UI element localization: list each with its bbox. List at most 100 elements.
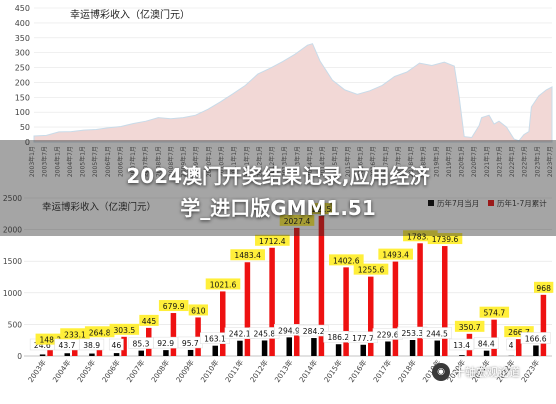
bar-cumulative xyxy=(442,246,448,356)
bar-cumulative xyxy=(245,262,251,356)
data-label: 4 xyxy=(509,341,514,350)
watermark-text: 十轴宏观论道 xyxy=(454,364,520,380)
bar-monthly xyxy=(459,355,465,356)
data-label: 186.2 xyxy=(327,333,349,342)
bottom-x-tick-label: 2014年 xyxy=(297,358,319,384)
data-label: 610 xyxy=(191,306,206,315)
bottom-x-tick-label: 2023年 xyxy=(519,358,541,384)
data-label: 679.9 xyxy=(163,302,185,311)
bottom-x-tick-label: 2004年 xyxy=(51,358,73,384)
bottom-y-tick-label: 0 xyxy=(17,352,22,361)
bottom-x-tick-label: 2010年 xyxy=(199,358,221,384)
top-y-tick-label: 150 xyxy=(15,93,30,102)
bottom-x-tick-label: 2009年 xyxy=(174,358,196,384)
top-chart-title: 幸运博彩收入（亿澳门元） xyxy=(70,8,190,21)
bottom-x-tick-label: 2016年 xyxy=(347,358,369,384)
data-label: 46 xyxy=(111,341,121,350)
bar-monthly xyxy=(435,341,441,356)
bottom-x-tick-label: 2006年 xyxy=(100,358,122,384)
bottom-y-tick-label: 1000 xyxy=(3,289,22,298)
bar-cumulative xyxy=(417,243,423,356)
data-label: 85.3 xyxy=(133,340,150,349)
top-y-tick-label: 400 xyxy=(15,19,30,28)
bottom-y-tick-label: 500 xyxy=(8,320,23,329)
bottom-x-tick-label: 2011年 xyxy=(223,358,245,384)
headline-text: 2024澳门开奖结果记录,应用经济 学_进口版GMM1.51 xyxy=(0,160,556,224)
data-label: 245.8 xyxy=(253,329,275,338)
bar-monthly xyxy=(65,353,71,356)
bar-monthly xyxy=(262,340,268,356)
bar-monthly xyxy=(89,354,95,356)
bar-cumulative xyxy=(171,313,177,356)
data-label: 1739.6 xyxy=(432,235,459,244)
data-label: 13.4 xyxy=(453,341,470,350)
data-label: 84.4 xyxy=(478,340,495,349)
bottom-x-tick-label: 2017年 xyxy=(371,358,393,384)
data-label: 445 xyxy=(142,317,157,326)
bar-monthly xyxy=(385,341,391,356)
data-label: 95.7 xyxy=(182,339,199,348)
top-y-tick-label: 300 xyxy=(15,49,30,58)
bar-monthly xyxy=(361,345,367,356)
data-label: 968 xyxy=(536,284,551,293)
bar-cumulative xyxy=(294,228,300,356)
data-label: 43.7 xyxy=(59,341,76,350)
data-label: 1483.4 xyxy=(234,251,261,260)
top-y-tick-label: 450 xyxy=(15,4,30,13)
bar-monthly xyxy=(139,351,145,356)
data-label: 284.2 xyxy=(303,327,325,336)
data-label: 1493.4 xyxy=(382,251,409,260)
data-label: 244.5 xyxy=(426,330,448,339)
watermark: ◉ 十轴宏观论道 xyxy=(432,362,520,382)
bar-cumulative xyxy=(269,248,275,356)
bar-monthly xyxy=(114,353,120,356)
wechat-icon: ◉ xyxy=(432,363,450,381)
top-y-tick-label: 200 xyxy=(15,78,30,87)
headline-line-2: 学_进口版GMM1.51 xyxy=(0,192,556,224)
bottom-x-tick-label: 2003年 xyxy=(26,358,48,384)
data-label: 294.9 xyxy=(278,326,300,335)
bar-cumulative xyxy=(541,295,547,356)
bar-monthly xyxy=(237,341,243,356)
data-label: 253.3 xyxy=(401,329,423,338)
data-label: 229.6 xyxy=(377,330,399,339)
bar-monthly xyxy=(410,340,416,356)
bar-cumulative xyxy=(368,277,374,356)
bottom-x-tick-label: 2013年 xyxy=(273,358,295,384)
data-label: 1712.4 xyxy=(259,237,286,246)
data-label: 350.7 xyxy=(459,323,481,332)
top-y-tick-label: 50 xyxy=(20,123,30,132)
data-label: 92.9 xyxy=(157,339,174,348)
bottom-x-tick-label: 2012年 xyxy=(248,358,270,384)
data-label: 264.8 xyxy=(89,328,111,337)
bar-monthly xyxy=(40,354,46,356)
data-label: 233.1 xyxy=(64,330,86,339)
bar-monthly xyxy=(533,345,539,356)
data-label: 177.7 xyxy=(352,334,374,343)
bar-monthly xyxy=(188,350,194,356)
bar-monthly xyxy=(311,338,317,356)
bar-cumulative xyxy=(220,291,226,356)
top-y-tick-label: 250 xyxy=(15,64,30,73)
data-label: 242.1 xyxy=(229,330,251,339)
bottom-x-tick-label: 2005年 xyxy=(75,358,97,384)
data-label: 163.1 xyxy=(204,335,226,344)
bottom-x-tick-label: 2008年 xyxy=(149,358,171,384)
bar-cumulative xyxy=(393,262,399,356)
data-label: 303.5 xyxy=(113,326,135,335)
bottom-y-tick-label: 1500 xyxy=(3,257,22,266)
data-label: 1021.6 xyxy=(210,280,237,289)
data-label: 1255.6 xyxy=(358,266,385,275)
bar-monthly xyxy=(336,344,342,356)
data-label: 38.9 xyxy=(83,341,100,350)
bottom-x-tick-label: 2015年 xyxy=(322,358,344,384)
data-label: 166.6 xyxy=(525,334,547,343)
bottom-x-tick-label: 2018年 xyxy=(396,358,418,384)
data-label: 574.7 xyxy=(483,309,505,318)
bar-monthly xyxy=(287,337,293,356)
top-y-tick-label: 100 xyxy=(15,108,30,117)
bar-monthly xyxy=(213,346,219,356)
headline-line-1: 2024澳门开奖结果记录,应用经济 xyxy=(0,160,556,192)
bar-monthly xyxy=(163,350,169,356)
